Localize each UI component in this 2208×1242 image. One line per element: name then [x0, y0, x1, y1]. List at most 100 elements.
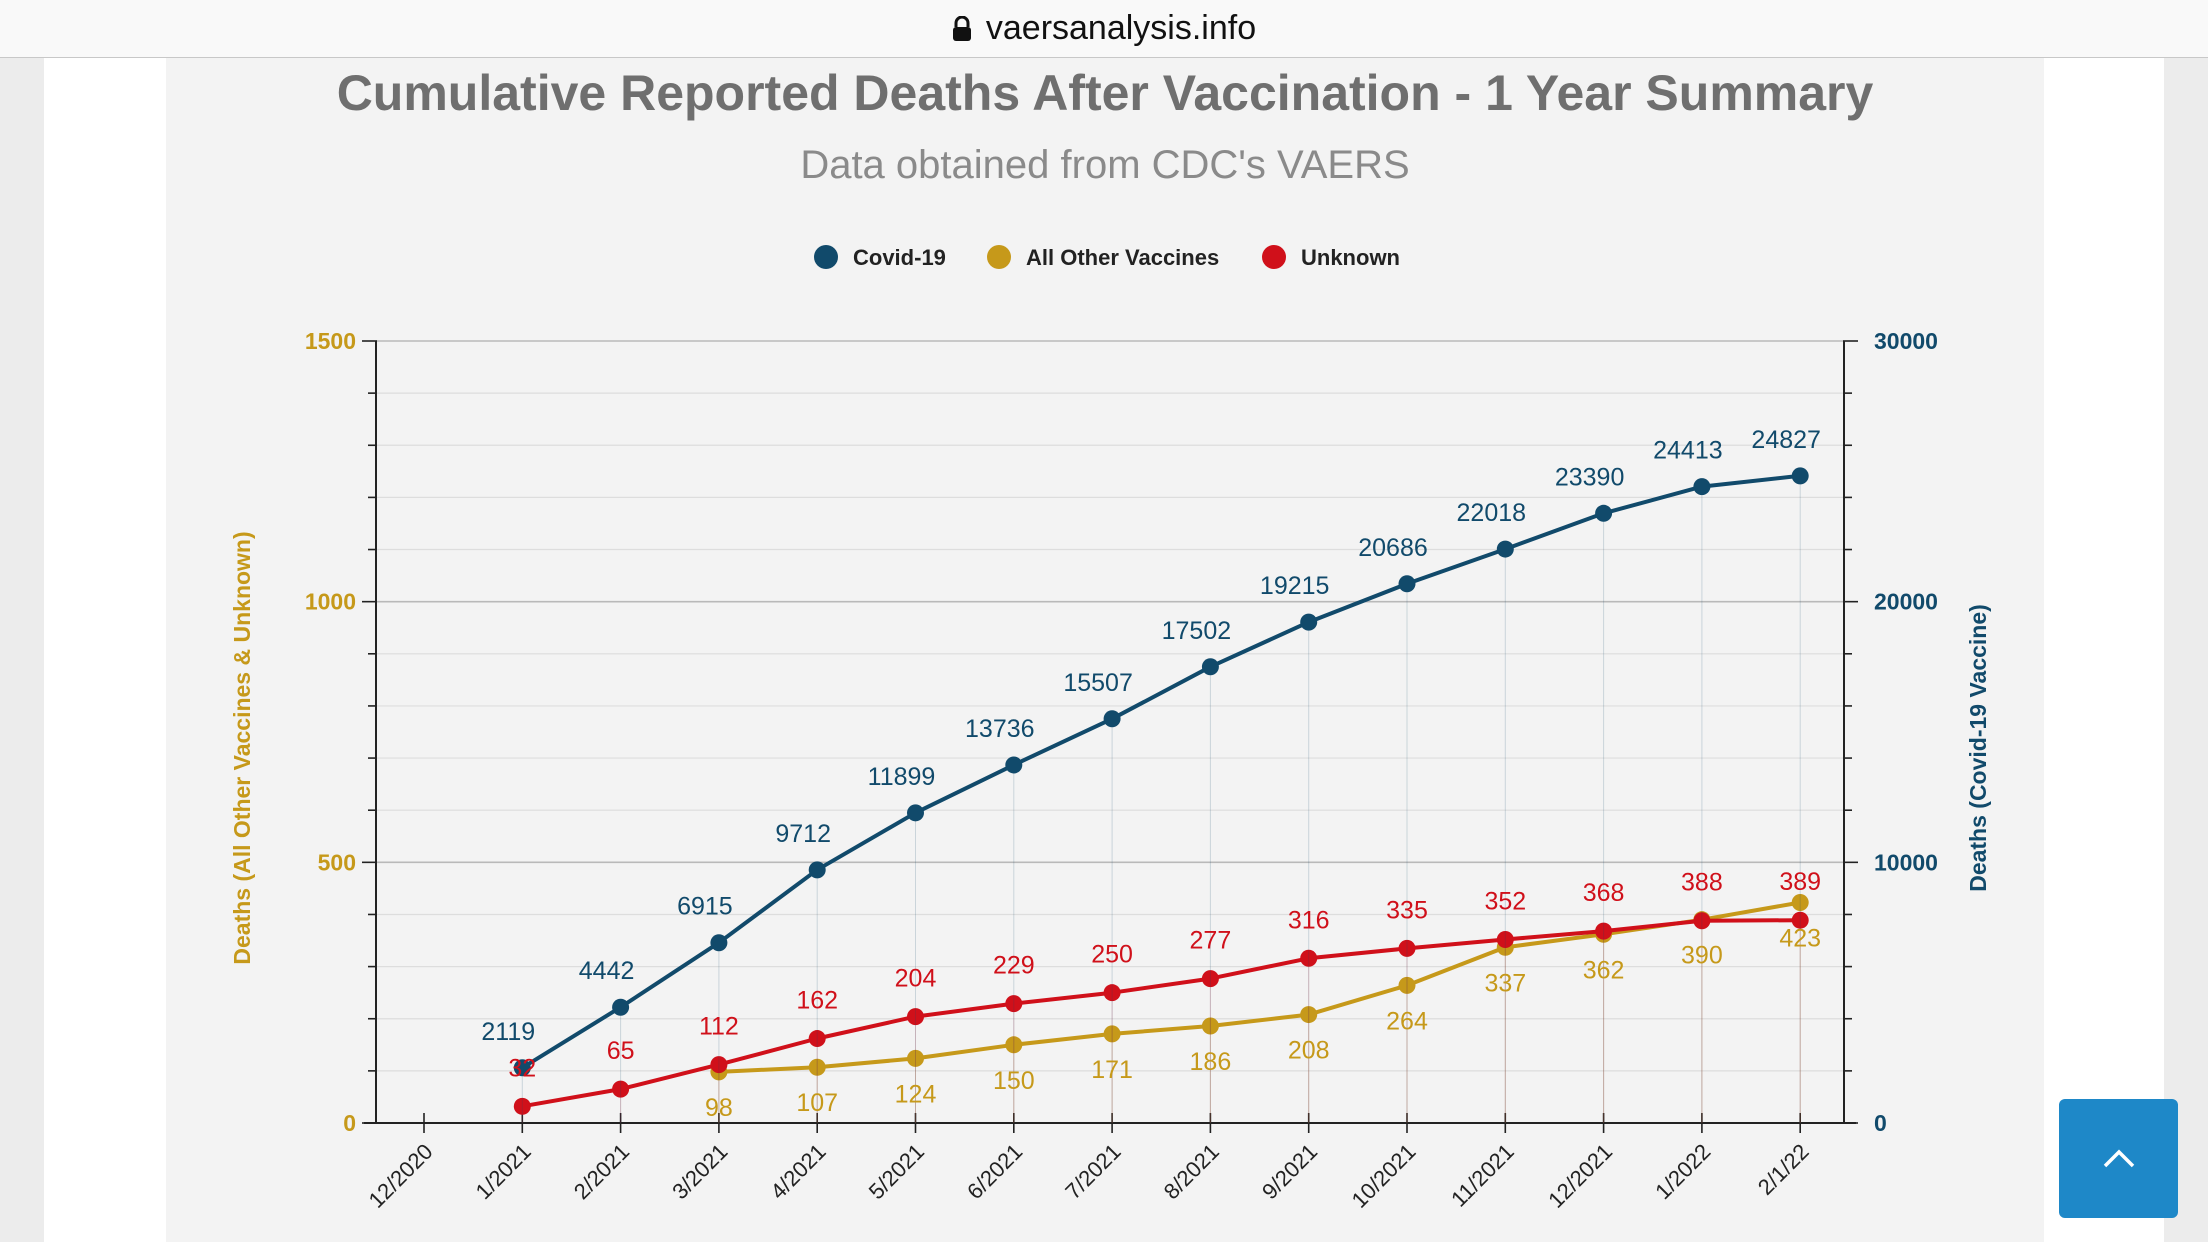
- url-display[interactable]: vaersanalysis.info: [952, 9, 1256, 48]
- data-point-0-12[interactable]: [1595, 504, 1613, 522]
- x-tick-label: 11/2021: [1446, 1139, 1519, 1212]
- x-tick-label: 6/2021: [962, 1139, 1027, 1204]
- data-point-0-4[interactable]: [808, 861, 826, 879]
- chart-subtitle: Data obtained from CDC's VAERS: [800, 143, 1409, 187]
- data-point-2-13[interactable]: [1693, 912, 1711, 930]
- data-point-0-8[interactable]: [1201, 658, 1219, 676]
- data-label-2-7: 250: [1091, 941, 1133, 969]
- legend-label-1: All Other Vaccines: [1026, 245, 1219, 270]
- data-point-0-14[interactable]: [1791, 467, 1809, 485]
- y-right-tick-label: 30000: [1874, 328, 1938, 354]
- data-point-0-1[interactable]: [513, 1059, 531, 1077]
- data-point-0-6[interactable]: [1005, 756, 1023, 774]
- data-label-2-11: 352: [1484, 887, 1526, 915]
- data-label-2-2: 65: [607, 1037, 635, 1065]
- data-point-0-3[interactable]: [710, 934, 728, 952]
- legend-label-0: Covid-19: [853, 245, 946, 270]
- data-point-0-5[interactable]: [907, 804, 924, 822]
- data-label-1-11: 337: [1484, 969, 1526, 997]
- x-tick-label: 7/2021: [1060, 1139, 1125, 1204]
- data-label-0-7: 15507: [1063, 669, 1133, 697]
- x-tick-label: 10/2021: [1347, 1139, 1421, 1213]
- data-point-2-11[interactable]: [1496, 930, 1514, 948]
- data-label-2-9: 316: [1288, 906, 1330, 934]
- lock-icon: [952, 15, 971, 41]
- data-label-1-13: 390: [1681, 942, 1723, 970]
- data-point-0-7[interactable]: [1103, 710, 1121, 728]
- data-label-2-12: 368: [1583, 879, 1625, 907]
- x-tick-label: 12/2021: [1543, 1139, 1617, 1213]
- data-point-1-7[interactable]: [1103, 1025, 1121, 1043]
- data-label-1-6: 150: [993, 1067, 1035, 1095]
- data-point-0-11[interactable]: [1496, 540, 1514, 558]
- data-point-2-3[interactable]: [710, 1056, 728, 1074]
- data-label-1-3: 98: [705, 1094, 733, 1122]
- x-tick-label: 3/2021: [667, 1139, 732, 1204]
- data-label-1-10: 264: [1386, 1007, 1428, 1035]
- data-label-2-10: 335: [1386, 896, 1428, 924]
- data-point-2-1[interactable]: [513, 1097, 531, 1115]
- data-label-0-4: 9712: [775, 820, 831, 848]
- data-point-2-8[interactable]: [1201, 970, 1219, 988]
- data-point-1-9[interactable]: [1300, 1006, 1318, 1024]
- legend-label-2: Unknown: [1301, 245, 1400, 270]
- data-label-0-1: 2119: [481, 1018, 535, 1046]
- x-tick-label: 2/1/22: [1753, 1139, 1814, 1200]
- browser-url-bar[interactable]: vaersanalysis.info: [0, 0, 2208, 58]
- x-tick-label: 1/2022: [1650, 1139, 1715, 1204]
- data-label-1-9: 208: [1288, 1037, 1330, 1065]
- data-label-0-13: 24413: [1653, 437, 1723, 465]
- y-left-tick-label: 1000: [305, 589, 356, 615]
- data-label-1-5: 124: [895, 1080, 937, 1108]
- legend-marker-0[interactable]: [814, 245, 838, 269]
- y-right-tick-label: 20000: [1874, 589, 1938, 615]
- data-point-0-2[interactable]: [612, 998, 630, 1016]
- data-point-2-6[interactable]: [1005, 995, 1023, 1013]
- data-label-2-14: 389: [1779, 868, 1821, 896]
- data-label-0-5: 11899: [868, 763, 936, 791]
- data-label-1-7: 171: [1091, 1056, 1133, 1084]
- data-point-1-4[interactable]: [808, 1058, 826, 1076]
- data-point-1-5[interactable]: [907, 1049, 924, 1067]
- data-point-0-10[interactable]: [1398, 575, 1416, 593]
- data-point-1-6[interactable]: [1005, 1036, 1023, 1054]
- data-point-2-4[interactable]: [808, 1030, 826, 1048]
- data-point-2-7[interactable]: [1103, 984, 1121, 1002]
- data-point-0-9[interactable]: [1300, 613, 1318, 631]
- data-point-1-14[interactable]: [1791, 893, 1809, 911]
- back-to-top-button[interactable]: [2059, 1099, 2178, 1218]
- series-line-0: [521, 473, 1801, 1070]
- data-point-2-12[interactable]: [1595, 922, 1613, 940]
- url-text: vaersanalysis.info: [985, 9, 1257, 47]
- x-tick-label: 2/2021: [569, 1139, 634, 1204]
- data-point-2-14[interactable]: [1791, 911, 1809, 929]
- data-label-2-5: 204: [895, 965, 937, 993]
- y-axis-right-title: Deaths (Covid-19 Vaccine): [1965, 604, 1991, 892]
- data-label-0-2: 4442: [579, 957, 635, 985]
- y-axis-left-title: Deaths (All Other Vaccines & Unknown): [229, 531, 255, 964]
- x-tick-label: 9/2021: [1257, 1139, 1322, 1204]
- y-left-tick-label: 500: [318, 849, 356, 875]
- series-line-1: [718, 900, 1801, 1074]
- legend-marker-2[interactable]: [1262, 245, 1286, 269]
- data-label-0-11: 22018: [1457, 499, 1527, 527]
- data-point-2-10[interactable]: [1398, 939, 1416, 957]
- data-point-2-9[interactable]: [1300, 949, 1318, 967]
- data-label-2-1: 32: [508, 1054, 536, 1082]
- data-label-0-6: 13736: [965, 715, 1035, 743]
- data-label-0-12: 23390: [1555, 463, 1625, 491]
- data-label-2-6: 229: [993, 952, 1035, 980]
- data-label-0-9: 19215: [1260, 572, 1330, 600]
- data-label-1-8: 186: [1190, 1048, 1232, 1076]
- data-point-1-10[interactable]: [1398, 976, 1416, 994]
- data-point-0-13[interactable]: [1693, 478, 1711, 496]
- y-right-tick-label: 10000: [1874, 849, 1938, 875]
- data-point-1-8[interactable]: [1201, 1017, 1219, 1035]
- data-point-2-5[interactable]: [907, 1008, 924, 1026]
- data-label-1-4: 107: [796, 1089, 838, 1117]
- data-label-2-3: 112: [699, 1013, 739, 1041]
- data-point-2-2[interactable]: [612, 1080, 630, 1098]
- y-left-tick-label: 0: [343, 1110, 356, 1136]
- data-label-1-14: 423: [1779, 924, 1821, 952]
- legend-marker-1[interactable]: [987, 245, 1011, 269]
